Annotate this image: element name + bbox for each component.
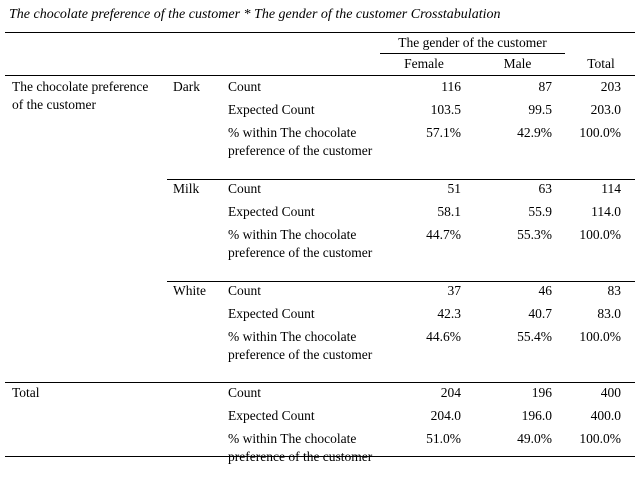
cell-total-pct-total: 100.0% xyxy=(579,431,621,446)
stat-label-expected: Expected Count xyxy=(228,408,315,423)
cell-dark-pct-female: 57.1% xyxy=(426,125,461,140)
column-header-female: Female xyxy=(404,56,444,71)
column-group-header: The gender of the customer xyxy=(398,35,547,50)
cell-milk-expected-total: 114.0 xyxy=(591,204,621,219)
cell-total-expected-female: 204.0 xyxy=(430,408,461,423)
stat-label-count: Count xyxy=(228,385,262,400)
cell-milk-pct-total: 100.0% xyxy=(579,227,621,242)
cell-dark-pct-total: 100.0% xyxy=(579,125,621,140)
stat-label-expected: Expected Count xyxy=(228,102,315,117)
cell-white-pct-male: 55.4% xyxy=(517,329,552,344)
cell-dark-count-total: 203 xyxy=(600,79,621,94)
cell-dark-count-female: 116 xyxy=(441,79,461,94)
stat-label-pct: % within The chocolate preference of the… xyxy=(228,329,373,362)
cell-white-expected-total: 83.0 xyxy=(597,306,621,321)
cell-milk-count-total: 114 xyxy=(601,181,621,196)
cell-white-pct-female: 44.6% xyxy=(426,329,461,344)
table-title: The chocolate preference of the customer… xyxy=(9,7,501,22)
stat-label-pct: % within The chocolate preference of the… xyxy=(228,431,373,464)
cell-total-count-total: 400 xyxy=(600,385,621,400)
dark-milk-rule xyxy=(167,179,635,180)
row-category-milk: Milk xyxy=(173,181,200,196)
cell-milk-pct-female: 44.7% xyxy=(426,227,461,242)
row-label-total: Total xyxy=(12,385,40,400)
cell-white-pct-total: 100.0% xyxy=(579,329,621,344)
cell-dark-expected-total: 203.0 xyxy=(590,102,621,117)
cell-white-count-male: 46 xyxy=(538,283,553,298)
cell-total-pct-female: 51.0% xyxy=(426,431,461,446)
header-bottom-rule xyxy=(5,75,635,76)
stat-label-pct: % within The chocolate preference of the… xyxy=(228,125,373,158)
stat-label-expected: Expected Count xyxy=(228,306,315,321)
cell-dark-expected-male: 99.5 xyxy=(528,102,552,117)
cell-white-expected-male: 40.7 xyxy=(528,306,552,321)
row-variable-label: The chocolate preference of the customer xyxy=(12,79,149,112)
column-header-male: Male xyxy=(503,56,532,71)
stat-label-pct: % within The chocolate preference of the… xyxy=(228,227,373,260)
white-total-rule xyxy=(5,382,635,383)
row-category-white: White xyxy=(173,283,206,298)
cell-dark-pct-male: 42.9% xyxy=(517,125,552,140)
column-header-total: Total xyxy=(587,56,615,71)
cell-total-pct-male: 49.0% xyxy=(517,431,552,446)
row-category-dark: Dark xyxy=(173,79,200,94)
cell-total-expected-total: 400.0 xyxy=(590,408,621,423)
cell-milk-pct-male: 55.3% xyxy=(517,227,552,242)
cell-white-count-female: 37 xyxy=(447,283,462,298)
bottom-rule xyxy=(5,456,635,457)
cell-total-count-male: 196 xyxy=(531,385,552,400)
stat-label-count: Count xyxy=(228,181,262,196)
cell-white-count-total: 83 xyxy=(607,283,622,298)
cell-dark-count-male: 87 xyxy=(538,79,553,94)
cell-milk-expected-female: 58.1 xyxy=(437,204,461,219)
cell-total-count-female: 204 xyxy=(440,385,461,400)
cell-milk-expected-male: 55.9 xyxy=(528,204,552,219)
cell-white-expected-female: 42.3 xyxy=(437,306,461,321)
cell-milk-count-female: 51 xyxy=(447,181,462,196)
group-header-rule xyxy=(380,53,565,54)
cell-total-expected-male: 196.0 xyxy=(521,408,552,423)
stat-label-count: Count xyxy=(228,283,262,298)
stat-label-count: Count xyxy=(228,79,262,94)
stat-label-expected: Expected Count xyxy=(228,204,315,219)
milk-white-rule xyxy=(167,281,635,282)
top-rule xyxy=(5,32,635,33)
cell-dark-expected-female: 103.5 xyxy=(430,102,461,117)
cell-milk-count-male: 63 xyxy=(538,181,553,196)
